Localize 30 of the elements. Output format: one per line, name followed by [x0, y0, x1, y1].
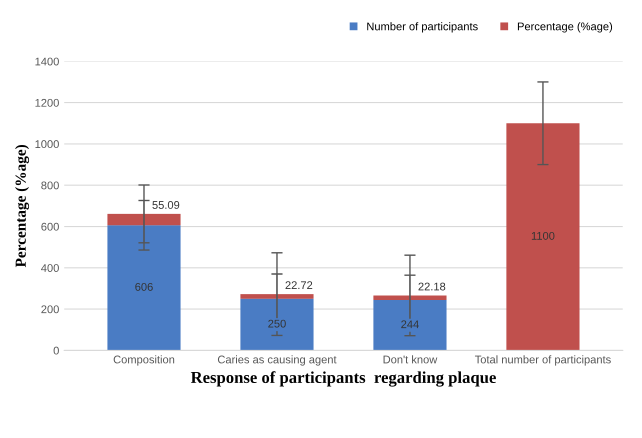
bar	[107, 225, 181, 350]
x-tick-label: Don't know	[384, 355, 438, 364]
data-label: 22.72	[286, 281, 312, 290]
data-label: 250	[268, 320, 286, 328]
data-label: 606	[135, 282, 153, 291]
x-axis-title: Response of participants regarding plaque	[190, 371, 496, 387]
y-tick-label: 0	[54, 346, 59, 355]
y-tick-label: 1400	[35, 58, 59, 66]
y-axis-title: Percentage (%age)	[15, 144, 30, 268]
x-tick-label: Composition	[114, 355, 174, 366]
data-label: 22.18	[418, 282, 446, 290]
y-tick-label: 800	[41, 181, 59, 190]
data-label: 244	[401, 320, 419, 328]
y-tick-label: 1000	[35, 140, 59, 148]
bar	[240, 298, 314, 350]
x-tick-label: Total number of participants	[474, 355, 611, 366]
data-label: 55.09	[152, 201, 180, 209]
data-label: 1100	[532, 232, 554, 240]
y-tick-label: 1200	[35, 98, 59, 107]
bar	[107, 214, 181, 226]
bar	[506, 123, 580, 350]
bar	[240, 294, 314, 299]
bar	[373, 300, 447, 350]
y-tick-label: 400	[41, 264, 59, 272]
y-tick-label: 600	[41, 222, 59, 231]
bar	[373, 295, 447, 300]
y-tick-label: 200	[41, 305, 59, 314]
legend-label: Number of participants	[367, 22, 478, 33]
x-tick-label: Caries as causing agent	[218, 355, 336, 366]
legend-label: Percentage (%age)	[518, 22, 612, 33]
